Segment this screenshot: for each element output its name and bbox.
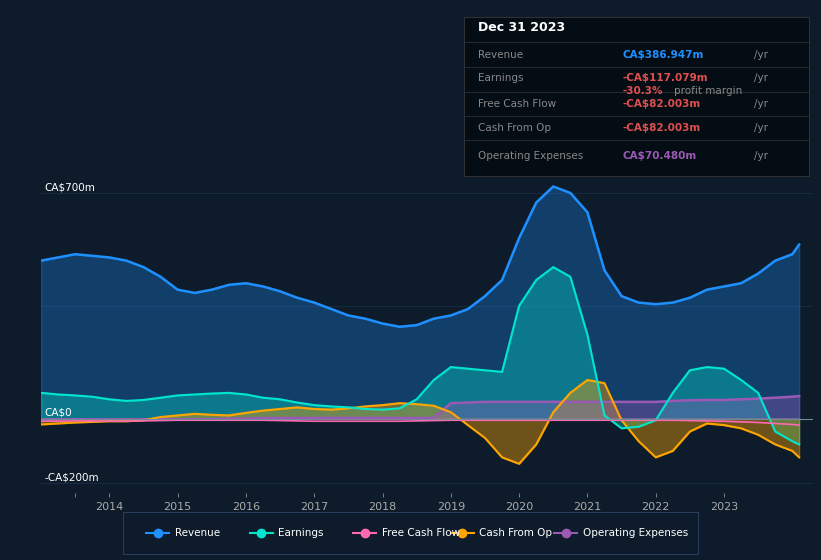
Text: /yr: /yr xyxy=(754,151,768,161)
Text: CA$70.480m: CA$70.480m xyxy=(622,151,697,161)
Text: Cash From Op: Cash From Op xyxy=(479,529,553,538)
Text: Free Cash Flow: Free Cash Flow xyxy=(478,99,556,109)
Text: Dec 31 2023: Dec 31 2023 xyxy=(478,21,565,35)
Text: Revenue: Revenue xyxy=(478,50,523,60)
Text: /yr: /yr xyxy=(754,123,768,133)
Text: -CA$200m: -CA$200m xyxy=(44,473,99,483)
Text: -CA$82.003m: -CA$82.003m xyxy=(622,99,701,109)
Text: profit margin: profit margin xyxy=(674,86,742,96)
Text: Cash From Op: Cash From Op xyxy=(478,123,551,133)
Text: CA$700m: CA$700m xyxy=(44,183,95,193)
Text: CA$386.947m: CA$386.947m xyxy=(622,50,704,60)
Text: /yr: /yr xyxy=(754,99,768,109)
Text: Earnings: Earnings xyxy=(478,73,523,83)
Text: Revenue: Revenue xyxy=(175,529,220,538)
Text: Earnings: Earnings xyxy=(278,529,323,538)
Text: /yr: /yr xyxy=(754,50,768,60)
Text: -CA$82.003m: -CA$82.003m xyxy=(622,123,701,133)
Text: -30.3%: -30.3% xyxy=(622,86,663,96)
Text: Operating Expenses: Operating Expenses xyxy=(478,151,583,161)
Text: Free Cash Flow: Free Cash Flow xyxy=(382,529,460,538)
Text: -CA$117.079m: -CA$117.079m xyxy=(622,73,708,83)
Text: CA$0: CA$0 xyxy=(44,408,72,418)
Text: /yr: /yr xyxy=(754,73,768,83)
Text: Operating Expenses: Operating Expenses xyxy=(583,529,688,538)
